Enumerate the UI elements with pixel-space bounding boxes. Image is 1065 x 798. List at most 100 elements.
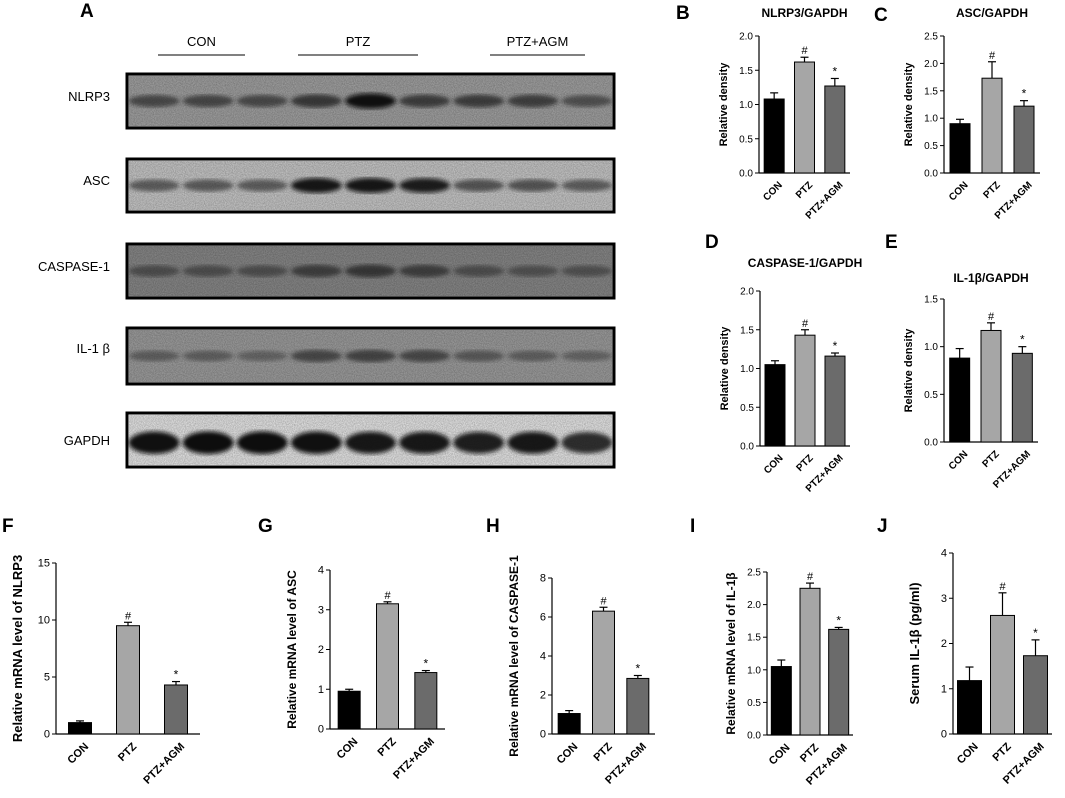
bar [626, 677, 650, 735]
blot-row-label: GAPDH [64, 433, 110, 448]
chart-h: 0 2 4 6 8 Relative mRNA level of CASPASE-1 CON… [507, 555, 655, 787]
blot-band [128, 350, 180, 362]
panel-letter-f: F [2, 516, 14, 537]
blot-band [128, 431, 180, 454]
y-tick-label: 2.5 [747, 568, 761, 579]
y-tick-label: 2.0 [924, 59, 938, 70]
blot-group-label: PTZ+AGM [507, 34, 569, 49]
y-tick-label: 0.0 [924, 438, 938, 449]
western-blot-panel: CON PTZ PTZ+AGM NLRP3 ASC CASPASE-1 IL-1 β GAP… [38, 34, 616, 469]
blot-band [128, 265, 180, 277]
blot-band [345, 349, 396, 363]
chart-title: IL-1β/GAPDH [953, 271, 1028, 285]
category-label: PTZ [795, 453, 816, 474]
category-label: PTZ [798, 742, 821, 765]
bar [164, 684, 188, 735]
y-tick-label: 0.5 [747, 698, 761, 709]
category-label: PTZ [116, 741, 139, 764]
bar [1013, 105, 1035, 174]
y-tick-label: 4 [540, 651, 546, 663]
y-tick-label: 10 [38, 615, 50, 627]
blot-band [182, 179, 234, 192]
category-label: CON [335, 736, 361, 762]
y-tick-label: 2 [318, 644, 324, 656]
y-tick-label: 0 [318, 724, 324, 736]
blot-band [236, 265, 288, 277]
blot-band [507, 350, 559, 362]
blot-band [236, 350, 288, 362]
y-axis-label: Serum IL-1β (pg/ml) [907, 582, 922, 704]
y-tick-label: 2.0 [739, 32, 753, 43]
y-tick-label: 0.0 [739, 169, 753, 180]
bar [824, 85, 846, 174]
y-tick-label: 3 [318, 604, 324, 616]
category-label: CON [762, 453, 786, 477]
panel-letter-i: I [690, 516, 696, 537]
bar [770, 666, 792, 736]
significance-marker: # [600, 595, 607, 607]
blot-band [345, 178, 396, 193]
blot-band [399, 264, 451, 278]
y-tick-label: 1.0 [924, 342, 938, 353]
blot-row-label: CASPASE-1 [38, 259, 110, 274]
category-label: PTZ [794, 180, 815, 201]
blot-band [453, 350, 505, 362]
y-tick-label: 0 [941, 729, 947, 741]
bar [116, 625, 140, 735]
category-label: PTZ [981, 449, 1002, 470]
significance-marker: # [989, 50, 996, 62]
y-axis-label: Relative density [719, 326, 731, 411]
panel-letter-a: A [80, 1, 94, 22]
significance-marker: # [988, 311, 995, 323]
significance-marker: # [999, 581, 1006, 593]
significance-marker: * [1020, 333, 1025, 347]
y-tick-label: 4 [941, 548, 947, 560]
blot-row-label: NLRP3 [68, 89, 110, 104]
blot-row: GAPDH [64, 411, 616, 469]
y-tick-label: 1.5 [747, 633, 761, 644]
blot-band [236, 179, 288, 192]
y-tick-label: 1.5 [924, 86, 938, 97]
blot-band [561, 95, 613, 107]
blot-band [561, 179, 613, 192]
panel-letter-j: J [877, 516, 888, 537]
panel-letter-g: G [258, 516, 273, 537]
blot-band [345, 264, 396, 278]
significance-marker: * [1033, 626, 1038, 640]
bar [828, 628, 850, 736]
significance-marker: * [174, 668, 179, 682]
category-label: PTZ+AGM [141, 741, 187, 787]
bar [763, 98, 785, 174]
y-tick-label: 1.5 [739, 66, 753, 77]
y-tick-label: 2.0 [740, 287, 754, 298]
y-tick-label: 1.0 [747, 665, 761, 676]
blot-band [128, 179, 180, 192]
blot-group-headers: CON PTZ PTZ+AGM [158, 34, 585, 56]
blot-band [453, 431, 505, 454]
significance-marker: * [833, 339, 838, 353]
y-axis-label: Relative mRNA level of ASC [285, 570, 299, 729]
blot-band [236, 431, 288, 455]
y-tick-label: 0.5 [924, 390, 938, 401]
bar [949, 357, 971, 443]
chart-f: 0 5 10 15 Relative mRNA level of NLRP3 CON # PT… [10, 555, 200, 787]
blot-row-label: ASC [83, 173, 110, 188]
bar [1023, 655, 1048, 735]
blot-band [182, 94, 234, 108]
y-tick-label: 0.5 [924, 141, 938, 152]
bar [949, 123, 971, 174]
blot-band [507, 431, 559, 454]
chart-b: 0.0 0.5 1.0 1.5 2.0 Relative density NLRP3/GAP… [718, 6, 850, 222]
bar [764, 364, 786, 447]
blot-band [561, 350, 613, 362]
y-tick-label: 1 [941, 683, 947, 695]
blot-row: ASC [83, 157, 616, 214]
blot-band [290, 349, 342, 363]
panel-letter-c: C [874, 5, 888, 26]
y-tick-label: 5 [44, 672, 50, 684]
blot-band [399, 178, 451, 193]
y-axis-label: Relative density [903, 328, 915, 413]
significance-marker: # [807, 571, 814, 583]
y-tick-label: 1.0 [924, 114, 938, 125]
